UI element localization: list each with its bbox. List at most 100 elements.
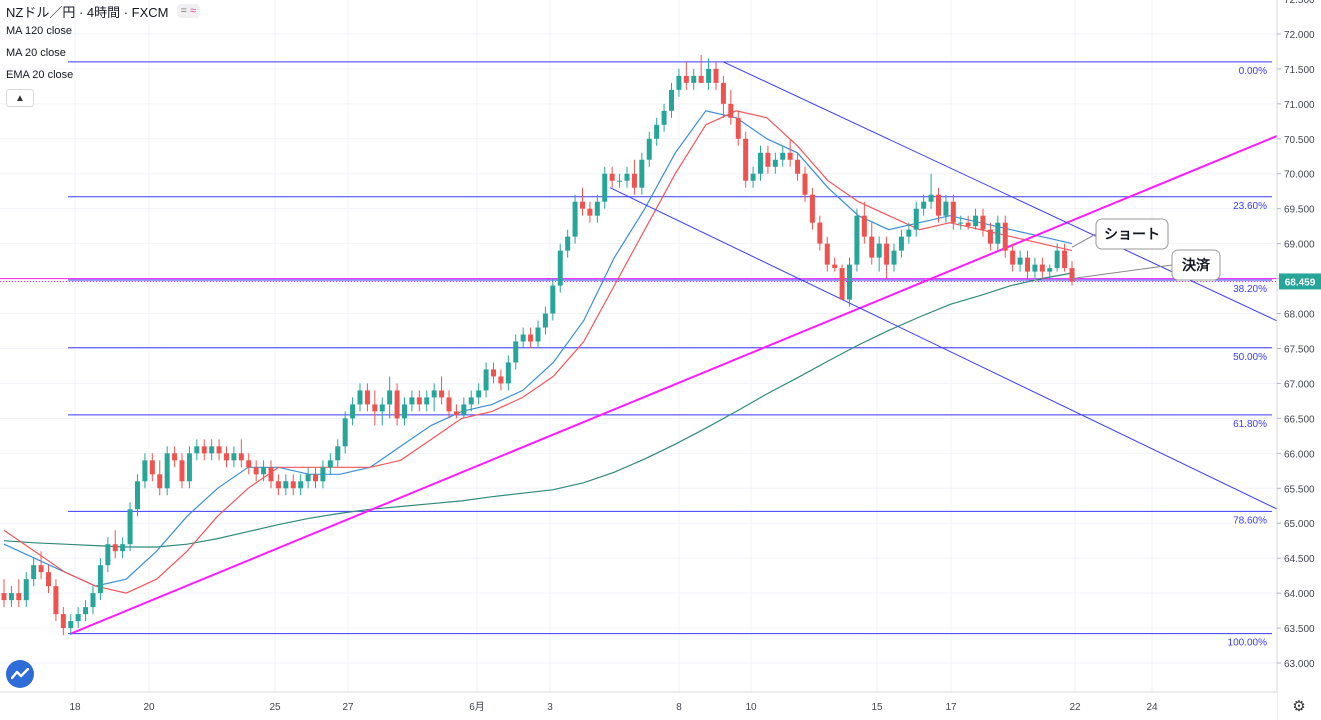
candle-body xyxy=(661,110,667,125)
chevron-up-icon: ▲ xyxy=(15,92,25,104)
candle-body xyxy=(164,453,170,489)
collapse-legend-button[interactable]: ▲ xyxy=(6,89,34,107)
price-tick-label: 67.000 xyxy=(1284,379,1315,390)
candle-body xyxy=(416,397,422,405)
candle-body xyxy=(261,467,267,475)
candle-body xyxy=(617,180,623,182)
candle-body xyxy=(1039,264,1045,272)
candle-body xyxy=(186,453,192,482)
time-axis xyxy=(0,692,1277,720)
candle-body xyxy=(898,236,904,251)
compare-toggle[interactable]: = ≈ xyxy=(176,4,201,18)
candle-body xyxy=(283,481,289,489)
price-tick-label: 70.000 xyxy=(1284,170,1315,181)
candle-body xyxy=(231,453,237,461)
candle-body xyxy=(298,481,304,489)
candle-body xyxy=(476,390,482,398)
candle-body xyxy=(268,467,274,482)
time-tick-label: 17 xyxy=(945,702,957,713)
candle-body xyxy=(305,474,311,482)
candle-body xyxy=(936,194,941,216)
candle-body xyxy=(97,565,103,594)
candle-body xyxy=(320,467,326,482)
candle-body xyxy=(772,159,778,167)
candle-body xyxy=(580,201,585,209)
candle-body xyxy=(587,208,593,216)
indicator-ma20[interactable]: MA 20 close xyxy=(6,47,66,59)
time-tick-label: 20 xyxy=(143,702,155,713)
candle-body xyxy=(631,173,637,188)
candle-body xyxy=(31,565,37,580)
candle-body xyxy=(869,236,875,258)
price-tick-label: 64.000 xyxy=(1284,589,1315,600)
fib-level-label: 78.60% xyxy=(1233,515,1267,526)
candle-body xyxy=(424,397,430,405)
candle-body xyxy=(550,285,556,314)
candle-body xyxy=(238,453,244,461)
candle-body xyxy=(624,173,630,181)
candle-body xyxy=(572,201,578,237)
candle-body xyxy=(528,334,534,342)
price-tick-label: 72.000 xyxy=(1284,30,1315,41)
candle-body xyxy=(60,614,66,629)
annotation-leader xyxy=(1071,264,1173,280)
candle-body xyxy=(483,369,489,391)
candle-body xyxy=(172,453,178,461)
candle-body xyxy=(275,481,281,489)
time-tick-label: 8 xyxy=(676,702,682,713)
ma-line-2 xyxy=(3,110,1073,594)
candle-body xyxy=(847,264,852,300)
support-trendline xyxy=(70,116,1321,635)
candle-body xyxy=(224,453,229,461)
price-tick-label: 69.500 xyxy=(1284,205,1315,216)
candle-body xyxy=(891,250,897,265)
candle-body xyxy=(809,194,815,223)
candle-body xyxy=(112,544,118,552)
candle-body xyxy=(364,390,370,405)
candle-body xyxy=(216,446,222,454)
symbol-title[interactable]: NZドル／円 · 4時間 · FXCM xyxy=(6,4,169,20)
candle-body xyxy=(728,103,734,118)
time-tick-label: 24 xyxy=(1146,702,1158,713)
fib-level-label: 38.20% xyxy=(1233,284,1267,295)
annotation-leader xyxy=(1071,233,1097,248)
candle-body xyxy=(201,446,207,454)
price-tick-label: 66.000 xyxy=(1284,449,1315,460)
candle-body xyxy=(498,376,504,384)
candle-body xyxy=(965,222,971,227)
candle-body xyxy=(646,138,652,160)
candle-body xyxy=(1047,268,1053,272)
candle-body xyxy=(602,173,608,202)
candle-body xyxy=(209,446,215,454)
indicator-ma120[interactable]: MA 120 close xyxy=(6,25,73,37)
candle-body xyxy=(491,369,496,377)
tradingview-logo-icon[interactable] xyxy=(6,660,34,688)
candle-body xyxy=(135,481,140,510)
candle-body xyxy=(1069,268,1075,282)
candle-body xyxy=(439,390,445,398)
candle-body xyxy=(676,75,682,90)
price-tick-label: 70.500 xyxy=(1284,135,1315,146)
candle-body xyxy=(372,404,378,412)
candle-body xyxy=(743,138,749,181)
candle-body xyxy=(720,82,726,104)
indicator-ema20[interactable]: EMA 20 close xyxy=(6,69,74,81)
candle-body xyxy=(854,215,860,265)
candle-body xyxy=(1032,264,1038,272)
time-tick-label: 6月 xyxy=(469,701,485,713)
time-tick-label: 15 xyxy=(871,702,883,713)
annotation-box xyxy=(1171,249,1221,281)
candle-body xyxy=(557,250,563,286)
current-price-tag xyxy=(1279,273,1321,290)
candle-body xyxy=(735,117,741,139)
fib-level-label: 61.80% xyxy=(1233,419,1267,430)
candle-body xyxy=(1025,257,1030,272)
candle-body xyxy=(987,229,993,244)
price-tick-label: 69.000 xyxy=(1284,240,1315,251)
price-tick-label: 65.500 xyxy=(1284,484,1315,495)
candle-body xyxy=(105,544,111,566)
candle-body xyxy=(157,474,163,489)
candle-body xyxy=(8,593,14,601)
gear-icon[interactable]: ⚙ xyxy=(1292,697,1306,715)
